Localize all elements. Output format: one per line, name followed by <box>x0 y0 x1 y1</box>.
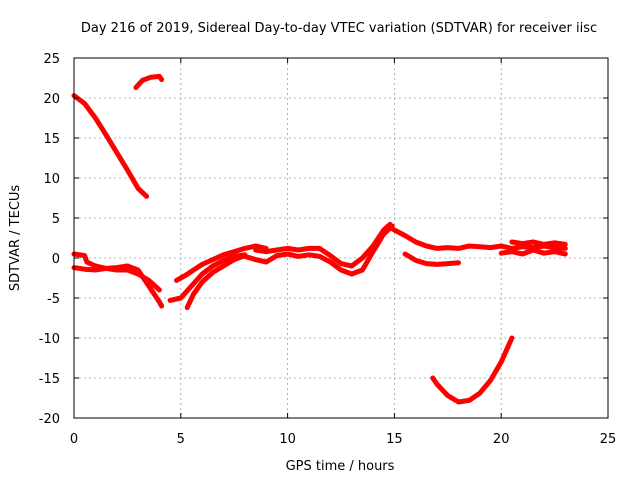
series-track-j-afternoon-decay <box>385 223 568 251</box>
series-track-n-evening-trough <box>430 335 515 405</box>
y-tick-label: -15 <box>39 372 60 387</box>
x-tick-label: 15 <box>386 432 403 447</box>
y-tick-label: -20 <box>39 412 60 427</box>
x-tick-label: 10 <box>279 432 296 447</box>
y-tick-labels: 25 20 15 10 5 0 -5 -10 -15 -20 <box>39 52 60 427</box>
x-tick-labels: 0 5 10 15 20 25 <box>70 432 616 447</box>
series-track-a-upper-decline <box>71 93 150 199</box>
y-tick-label: -10 <box>39 332 60 347</box>
axis-ticks <box>73 57 609 419</box>
x-tick-label: 5 <box>177 432 185 447</box>
series-track-i-midday-lower <box>242 223 395 277</box>
y-tick-label: 15 <box>43 132 60 147</box>
data-series-group <box>71 73 568 405</box>
series-track-m-evening-upper <box>509 239 568 247</box>
series-track-e-morning-rise <box>167 252 248 303</box>
x-axis-label: GPS time / hours <box>286 459 395 474</box>
grid-lines <box>74 58 608 418</box>
series-track-l-evening-lower <box>498 247 568 257</box>
x-tick-label: 0 <box>70 432 78 447</box>
x-tick-label: 20 <box>493 432 510 447</box>
series-track-b-upper-short <box>133 73 165 91</box>
y-tick-label: -5 <box>47 292 60 307</box>
series-track-d-early-dip <box>71 263 165 309</box>
chart-title: Day 216 of 2019, Sidereal Day-to-day VTE… <box>81 21 597 36</box>
x-tick-label: 25 <box>600 432 617 447</box>
y-tick-label: 0 <box>52 252 60 267</box>
y-tick-label: 20 <box>43 92 60 107</box>
series-track-h-midday-upper <box>253 221 393 269</box>
y-axis-label: SDTVAR / TECUs <box>8 185 23 292</box>
series-track-k-afternoon-side <box>402 251 461 267</box>
plot-frame <box>73 57 609 419</box>
y-tick-label: 10 <box>43 172 60 187</box>
series-track-g-morning-upper <box>174 243 269 283</box>
y-tick-label: 25 <box>43 52 60 67</box>
series-track-f-morning-low <box>184 253 248 311</box>
y-tick-label: 5 <box>52 212 60 227</box>
